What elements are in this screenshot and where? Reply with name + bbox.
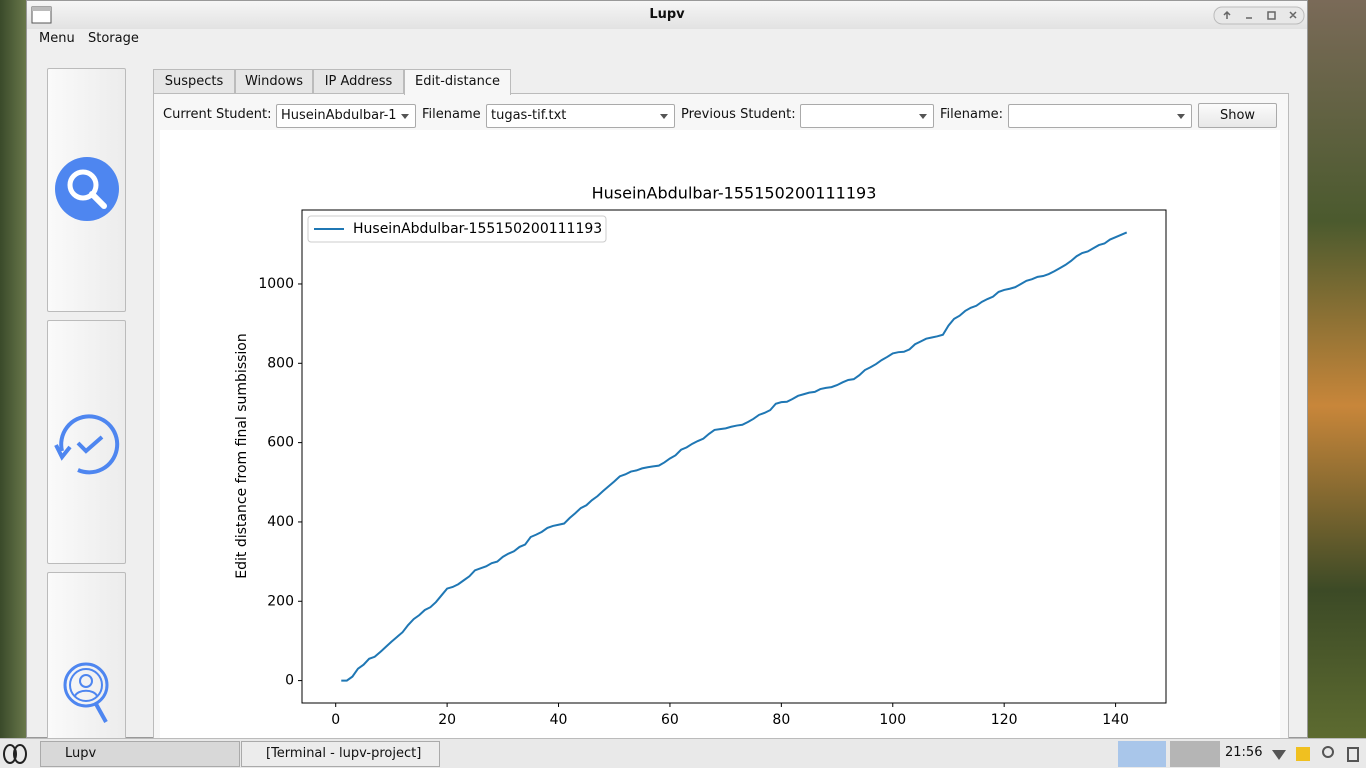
y-tick-label: 600 [267, 435, 294, 451]
menu-item[interactable]: Menu [39, 31, 75, 46]
window-title: Lupv [649, 7, 685, 22]
filename-combo[interactable]: tugas-tif.txt [486, 104, 675, 128]
x-tick-label: 0 [331, 712, 340, 728]
workspace-1[interactable] [1118, 741, 1166, 767]
x-tick-label: 80 [772, 712, 790, 728]
legend-box [307, 215, 607, 243]
search-icon [55, 157, 119, 221]
student-search-button[interactable] [47, 572, 126, 742]
y-tick-label: 0 [285, 673, 294, 689]
history-button[interactable] [47, 320, 126, 564]
x-tick-label: 100 [879, 712, 906, 728]
window-controls[interactable] [1213, 6, 1307, 26]
y-tick-label: 800 [267, 355, 294, 371]
start-button[interactable] [2, 743, 28, 765]
chart: HuseinAbdulbar-155150200111193 Edit dist… [160, 130, 1280, 738]
label: Current Student: [163, 107, 272, 122]
window-icon [31, 6, 52, 24]
tab-active[interactable]: Edit-distance [404, 69, 511, 95]
previous-student-combo[interactable] [800, 104, 934, 128]
y-axis-label: Edit distance from final sumbission [234, 333, 250, 578]
student-combo[interactable]: HuseinAbdulbar-1 [276, 104, 416, 128]
history-icon [54, 414, 120, 475]
task-button[interactable]: Lupv [40, 741, 240, 767]
clock: 21:56 [1225, 745, 1263, 760]
label: Previous Student: [681, 107, 796, 122]
x-tick-label: 20 [438, 712, 456, 728]
tab[interactable]: Windows [235, 69, 313, 94]
task-button[interactable]: [Terminal - lupv-project] [241, 741, 440, 767]
taskbar: Lupv [Terminal - lupv-project] 21:56 [0, 738, 1366, 768]
previous-filename-combo[interactable] [1008, 104, 1192, 128]
legend-label: HuseinAbdulbar-155150200111193 [353, 221, 602, 237]
show-button[interactable]: Show [1198, 103, 1277, 128]
y-tick-label: 1000 [258, 276, 294, 292]
tray-icons[interactable] [1268, 744, 1364, 764]
search-button[interactable] [47, 68, 126, 312]
plot-area [301, 209, 1167, 704]
x-tick-label: 40 [550, 712, 568, 728]
tab[interactable]: Suspects [153, 69, 235, 94]
chart-title: HuseinAbdulbar-155150200111193 [592, 184, 877, 203]
menu-item[interactable]: Storage [88, 31, 139, 46]
label: Filename [422, 107, 481, 122]
label: Filename: [940, 107, 1004, 122]
title-bar: Lupv [27, 1, 1307, 29]
x-tick-label: 120 [991, 712, 1018, 728]
wallpaper-flowers [1308, 0, 1366, 738]
workspace-2[interactable] [1170, 741, 1220, 767]
student-search-icon [63, 662, 109, 723]
tab[interactable]: IP Address [313, 69, 404, 94]
x-tick-label: 140 [1102, 712, 1129, 728]
data-line [341, 231, 1128, 682]
x-tick-label: 60 [661, 712, 679, 728]
y-tick-label: 200 [267, 593, 294, 609]
y-tick-label: 400 [267, 514, 294, 530]
